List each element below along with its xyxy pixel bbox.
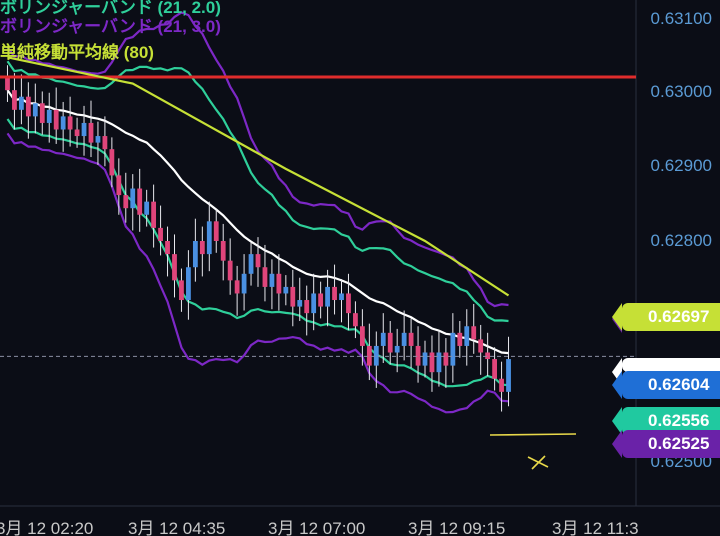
candle-body [109, 149, 115, 176]
time-tick: 3月 12 04:35 [128, 519, 226, 536]
candle-body [95, 136, 101, 143]
candle-body [339, 293, 344, 301]
time-tick: 3月 12 07:00 [268, 519, 366, 536]
candle-body [318, 293, 324, 307]
candle-body [311, 293, 317, 314]
candle-body [32, 103, 38, 117]
drawn-cross-mark [527, 455, 549, 470]
candle-body [227, 260, 233, 281]
candle-body [220, 241, 226, 261]
candle-body [102, 136, 108, 150]
candle-body [248, 254, 254, 274]
candle-body [492, 359, 498, 379]
candle-body [276, 273, 282, 294]
candle-body [373, 345, 379, 366]
candle-body [18, 96, 24, 110]
candle-body [429, 352, 435, 373]
candle-body [206, 221, 212, 255]
candle-body [394, 345, 400, 353]
candle-body [436, 352, 442, 373]
candle-body [346, 293, 351, 314]
legend-bollinger-3: ボリンジャーバンド (21, 3.0) [0, 17, 221, 36]
candle-body [359, 326, 365, 346]
price-tick: 0.63100 [650, 9, 712, 28]
candle-body [60, 116, 66, 130]
legend-sma-80: 単純移動平均線 (80) [0, 43, 154, 62]
drawn-mark-line [489, 433, 577, 436]
candle-body [186, 267, 191, 301]
bb3-lower-band [6, 132, 509, 414]
badge-bb-mid [612, 358, 720, 386]
candle-body [304, 300, 310, 314]
candle-body [67, 116, 73, 130]
candle-body [213, 221, 219, 241]
bb3-upper-band [6, 11, 509, 308]
candle-body [199, 241, 205, 255]
candle-body [74, 129, 80, 137]
candle-body [81, 122, 87, 137]
candle-body [158, 227, 163, 241]
candle-body [53, 109, 59, 130]
candle-body [380, 332, 386, 346]
candle-body [179, 280, 184, 301]
price-tick: 0.62900 [650, 156, 712, 175]
sma-80-line [7, 56, 510, 297]
candle-body [485, 352, 491, 360]
candle-body [408, 332, 414, 346]
badge-sma: 0.62697 [612, 303, 720, 331]
candle-body [325, 286, 330, 307]
candle-body [297, 300, 303, 307]
candle-body [192, 241, 198, 268]
candle-body [137, 188, 143, 215]
candle-body [366, 345, 372, 366]
candle-body [262, 267, 268, 287]
candle-body [506, 359, 511, 392]
bb2-upper-band [6, 60, 509, 323]
candle-body [39, 103, 45, 123]
price-tick: 0.63000 [650, 82, 712, 101]
candle-body [387, 332, 393, 353]
candle-body [234, 280, 240, 294]
time-tick: 3月 12 02:20 [0, 519, 94, 536]
candle-body [46, 109, 52, 123]
candle-body [499, 378, 504, 392]
candle-body [443, 352, 449, 366]
candle-body [144, 201, 150, 215]
candle-body [422, 352, 428, 366]
candle-body [12, 90, 17, 110]
candle-body [25, 96, 31, 117]
candle-body [130, 188, 136, 209]
candle-body [151, 201, 157, 228]
candle-body [123, 195, 129, 209]
candle-body [457, 332, 463, 346]
candle-body [5, 77, 10, 91]
candle-body [255, 254, 261, 268]
candle-body [401, 332, 407, 346]
candle-body [353, 313, 358, 327]
legend-bollinger-2: ボリンジャーバンド (21, 2.0) [0, 0, 221, 17]
candle-body [290, 286, 296, 307]
candle-body [464, 326, 470, 346]
candle-body [332, 286, 337, 301]
candle-body [172, 254, 177, 281]
badge-current-price: 0.62604 [612, 371, 720, 399]
time-tick: 3月 12 11:3 [552, 519, 639, 536]
price-tick: 0.62800 [650, 231, 712, 250]
candle-body [450, 332, 456, 366]
candle-body [165, 241, 170, 255]
time-tick: 3月 12 09:15 [408, 519, 506, 536]
candle-body [88, 122, 94, 143]
badge-bb3-lower: 0.62525 [612, 430, 720, 458]
candle-body [415, 345, 421, 366]
candle-body [269, 273, 275, 287]
candle-body [478, 339, 484, 353]
candle-body [471, 326, 477, 340]
candle-body [241, 273, 247, 294]
candle-body [283, 286, 289, 294]
candle-body [116, 175, 122, 196]
